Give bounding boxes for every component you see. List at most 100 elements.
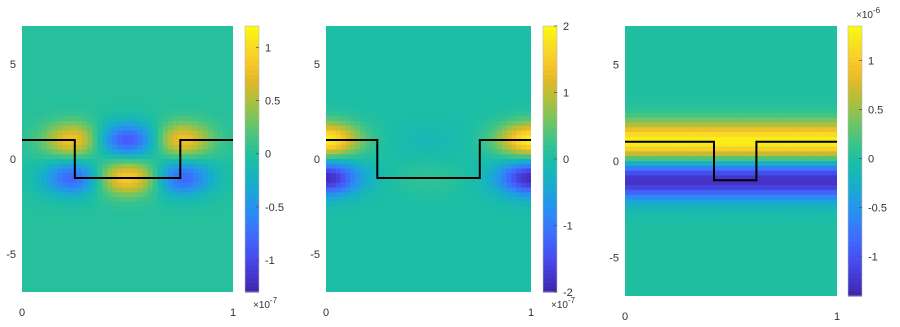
heatmap-cell [630,175,636,181]
heatmap-cell [77,125,83,132]
heatmap-cell [87,121,93,127]
heatmap-cell [102,83,108,89]
heatmap-cell [112,149,119,155]
heatmap-cell [37,211,43,217]
heatmap-cell [107,154,114,160]
heatmap-cell [142,111,149,117]
heatmap-cell [404,192,410,198]
heatmap-cell [511,159,517,165]
heatmap-cell [192,258,199,265]
heatmap-cell [182,45,189,51]
heatmap-cell [452,173,459,179]
heatmap-cell [217,106,224,113]
heatmap-cell [413,49,420,56]
heatmap-cell [355,68,361,75]
heatmap-cell [630,151,636,157]
heatmap-cell [350,125,356,132]
heatmap-cell [162,35,169,41]
heatmap-cell [47,30,53,37]
heatmap-cell [187,244,194,250]
heatmap-cell [413,159,420,165]
heatmap-cell [335,30,342,37]
heatmap-cell [496,140,503,146]
heatmap-cell [27,282,33,288]
heatmap-cell [511,168,517,174]
colorbar-swatch [543,176,557,182]
heatmap-cell [355,201,361,208]
heatmap-cell [399,106,405,113]
heatmap-cell [82,163,88,170]
heatmap-cell [137,287,144,292]
heatmap-cell [379,201,386,208]
heatmap-cell [350,254,356,260]
heatmap-cell [102,263,108,269]
heatmap-cell [152,168,159,174]
heatmap-cell [127,277,134,284]
heatmap-cell [462,225,469,231]
heatmap-cell [457,64,464,70]
heatmap-cell [27,78,33,84]
heatmap-cell [526,263,531,269]
heatmap-cell [516,220,522,227]
heatmap-cell [472,68,478,75]
heatmap-cell [487,116,493,122]
heatmap-cell [167,220,174,227]
heatmap-cell [511,173,517,179]
heatmap-cell [501,239,508,246]
heatmap-cell [379,64,386,70]
heatmap-cell [112,282,119,288]
heatmap-cell [350,26,356,32]
heatmap-cell [418,173,425,179]
heatmap-cell [227,68,233,75]
heatmap-cell [350,49,356,56]
heatmap-cell [326,239,332,246]
heatmap-cell [27,35,33,41]
heatmap-cell [92,68,98,75]
interface-line [22,139,233,179]
heatmap-cell [217,239,224,246]
heatmap-cell [132,216,139,222]
heatmap-cell [197,182,204,189]
heatmap-cell [177,258,184,265]
heatmap-cell [87,87,93,94]
heatmap-cell [202,49,209,56]
heatmap-cell [192,73,199,79]
heatmap-cell [202,154,209,160]
heatmap-cell [187,168,194,174]
heatmap-cell [157,30,164,37]
heatmap-cell [501,249,508,255]
heatmap-cell [350,192,356,198]
heatmap-cell [152,159,159,165]
heatmap-cell [122,163,129,170]
heatmap-cell [47,130,53,136]
heatmap-cell [102,258,108,265]
heatmap-cell [452,64,459,70]
heatmap-cell [467,106,474,113]
heatmap-cell [72,230,78,236]
heatmap-cell [452,83,459,89]
heatmap-cell [217,178,224,184]
heatmap-cell [72,40,78,46]
heatmap-cell [112,116,119,122]
heatmap-cell [122,244,129,250]
heatmap-cell [457,106,464,113]
heatmap-cell [389,40,395,46]
heatmap-cell [326,111,332,117]
heatmap-cell [399,182,405,189]
heatmap-cell [418,225,425,231]
heatmap-cell [625,228,631,234]
colorbar-swatch [245,92,259,98]
heatmap-cell [187,230,194,236]
heatmap-cell [394,73,400,79]
heatmap-cell [448,64,454,70]
heatmap-cell [152,216,159,222]
heatmap-cell [72,87,78,94]
heatmap-cell [487,121,493,127]
heatmap-cell [467,258,474,265]
heatmap-cell [404,144,410,151]
heatmap-cell [423,168,430,174]
heatmap-cell [482,282,488,288]
heatmap-cell [438,144,444,151]
heatmap-cell [452,197,459,203]
heatmap-cell [491,211,498,217]
